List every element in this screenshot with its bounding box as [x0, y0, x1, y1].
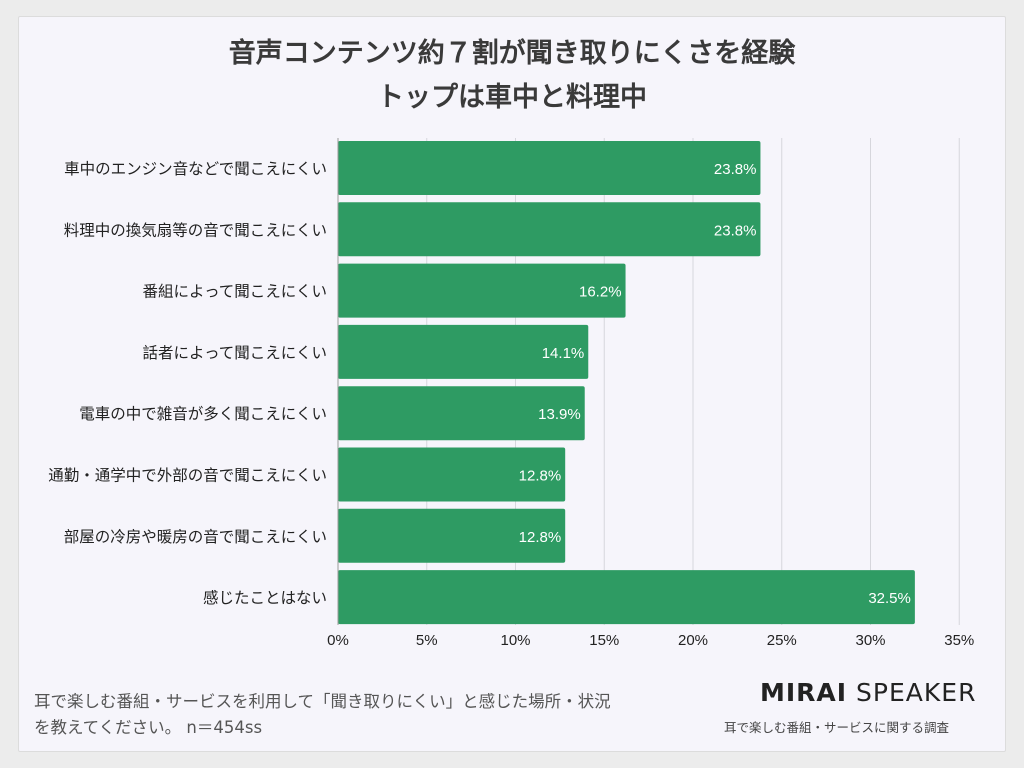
x-tick-label: 0% [327, 632, 349, 649]
bar [338, 263, 626, 318]
bar-value-label: 23.8% [714, 222, 757, 239]
survey-question-line1: 耳で楽しむ番組・サービスを利用して「聞き取りにくい」と感じた場所・状況 [34, 692, 611, 711]
category-label: 話者によって聞こえにくい [143, 344, 327, 362]
bar [338, 447, 566, 502]
bar-value-label: 32.5% [868, 590, 911, 607]
bar [338, 386, 585, 441]
chart-card [18, 16, 1006, 752]
x-tick-label: 35% [944, 632, 974, 649]
category-label: 料理中の換気扇等の音で聞こえにくい [64, 221, 327, 239]
chart-title-line2: トップは車中と料理中 [377, 82, 647, 113]
bar [338, 508, 566, 563]
x-tick-label: 20% [678, 632, 708, 649]
category-label: 通勤・通学中で外部の音で聞こえにくい [48, 467, 327, 485]
category-label: 番組によって聞こえにくい [143, 283, 327, 301]
bar [338, 202, 761, 257]
category-label: 電車の中で雑音が多く聞こえにくい [79, 405, 327, 423]
bar-value-label: 16.2% [579, 284, 622, 301]
bar-value-label: 13.9% [538, 406, 581, 423]
bar-value-label: 23.8% [714, 161, 757, 178]
brand-subtitle: 耳で楽しむ番組・サービスに関する調査 [724, 720, 950, 735]
x-tick-label: 30% [855, 632, 885, 649]
survey-question-line2: を教えてください。 n＝454ss [34, 718, 263, 737]
brand-logo: MIRAI SPEAKER [760, 678, 976, 707]
x-tick-label: 10% [500, 632, 530, 649]
bar [338, 324, 589, 379]
bar [338, 141, 761, 195]
category-label: 部屋の冷房や暖房の音で聞こえにくい [64, 528, 327, 546]
brand-logo-light: SPEAKER [847, 678, 977, 707]
bar-value-label: 12.8% [519, 468, 562, 485]
bar-value-label: 14.1% [542, 345, 585, 362]
brand-logo-bold: MIRAI [760, 678, 848, 707]
category-label: 車中のエンジン音などで聞こえにくい [64, 160, 327, 178]
x-tick-label: 25% [767, 632, 797, 649]
bar-value-label: 12.8% [519, 529, 562, 546]
x-tick-label: 15% [589, 632, 619, 649]
category-label: 感じたことはない [203, 589, 327, 607]
chart-title-line1: 音声コンテンツ約７割が聞き取りにくさを経験 [228, 38, 796, 69]
x-tick-label: 5% [416, 632, 438, 649]
bar [338, 570, 915, 625]
